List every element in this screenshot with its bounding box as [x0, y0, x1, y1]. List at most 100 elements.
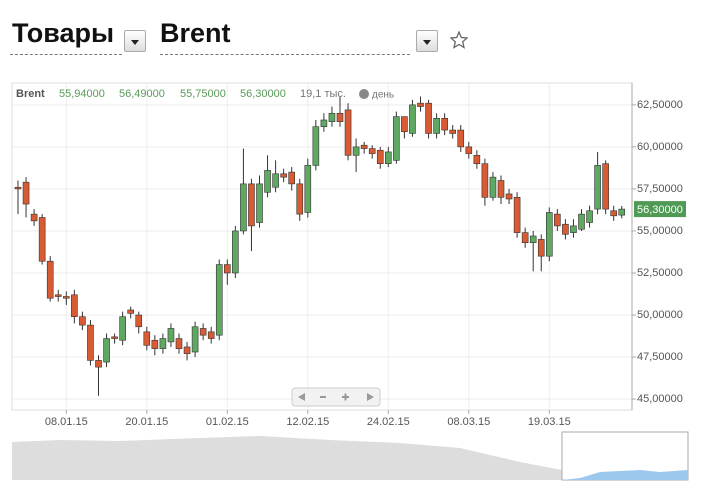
candle-body [417, 102, 424, 107]
x-tick-label: 08.01.15 [45, 416, 88, 428]
clock-icon [359, 89, 369, 99]
navigator [12, 431, 689, 481]
scroll-right[interactable] [367, 393, 374, 401]
candle-body [87, 324, 94, 361]
candle-body [151, 339, 159, 349]
navigator-selection [562, 470, 688, 480]
candle-body [320, 119, 328, 128]
quote-open: 55,94000 [59, 88, 105, 100]
candle-body [360, 144, 368, 149]
x-tick-label: 24.02.15 [367, 416, 410, 428]
candle-body [433, 118, 440, 134]
candle-body [393, 116, 400, 161]
zoom-in[interactable] [342, 393, 349, 401]
candle-body [610, 210, 618, 217]
candle-body [46, 260, 54, 299]
last-price-tag [634, 201, 686, 218]
candle-body [513, 197, 521, 233]
scroll-bar [291, 387, 381, 407]
x-tick-label: 08.03.15 [447, 416, 490, 428]
candle-body [14, 186, 22, 190]
candle-body [457, 129, 465, 148]
candle-body [62, 296, 70, 299]
candle-body [344, 109, 352, 156]
navigator-area [12, 436, 562, 480]
candle-body [248, 183, 255, 227]
favorite-star[interactable] [450, 31, 468, 49]
y-tick-label: 55,00000 [637, 225, 683, 237]
candle-body [127, 309, 134, 314]
candle-body [304, 165, 312, 213]
info-line: Brent 55,94000 56,49000 55,75000 56,3000… [16, 88, 394, 101]
quote-symbol: Brent [16, 88, 45, 100]
candle-body [119, 316, 126, 341]
candle-body [79, 316, 86, 326]
underline [10, 54, 122, 55]
candle-body [207, 331, 215, 339]
candle-body [368, 148, 376, 154]
candle-body [562, 223, 569, 235]
candle-body [554, 213, 561, 227]
candle-body [489, 176, 497, 198]
candle-body [183, 346, 191, 354]
candle-body [384, 151, 392, 164]
candle-body [409, 104, 416, 134]
candle-body [328, 112, 336, 122]
candle-body [71, 294, 78, 317]
candle-body [240, 183, 247, 232]
candle-body [578, 213, 585, 230]
instrument-title: Brent [160, 18, 231, 48]
section-dropdown[interactable] [124, 30, 146, 52]
candle-body [288, 171, 296, 185]
candle-body [54, 294, 62, 297]
candle-body [224, 264, 231, 274]
candle-body [441, 118, 448, 131]
candle-body [215, 264, 223, 336]
candle-body [167, 328, 175, 343]
quote-high: 56,49000 [119, 88, 165, 100]
candle-body [521, 232, 529, 244]
candle-body [199, 328, 207, 336]
quote-low: 55,75000 [180, 88, 226, 100]
candle-body [30, 213, 38, 222]
candle-body [537, 239, 545, 257]
candle-body [159, 338, 167, 349]
candle-body [38, 217, 46, 262]
plot-frame [11, 82, 633, 411]
scroll-buttons [291, 387, 381, 407]
plot [12, 83, 686, 414]
candle-body [22, 181, 30, 205]
instrument-dropdown[interactable] [416, 30, 438, 52]
y-tick-label: 47,50000 [637, 351, 683, 363]
candle-body [280, 173, 287, 178]
candle-body [465, 146, 473, 154]
candle-body [586, 210, 593, 223]
x-tick-label: 19.03.15 [528, 416, 571, 428]
last-price-label: 56,30000 [637, 204, 683, 216]
candle-body [191, 326, 199, 353]
candle-body [376, 149, 384, 164]
scroll-left[interactable] [298, 393, 305, 401]
y-tick-label: 60,00000 [637, 141, 683, 153]
candle-body [497, 180, 505, 198]
x-tick-label: 01.02.15 [206, 416, 249, 428]
candle-body [135, 314, 143, 328]
x-tick-label: 12.02.15 [286, 416, 329, 428]
candle-body [232, 230, 239, 274]
section-title: Товары [12, 18, 115, 48]
candle-body [570, 225, 577, 233]
candle-body [618, 208, 626, 216]
y-tick-label: 50,00000 [637, 309, 683, 321]
zoom-out[interactable] [320, 396, 326, 398]
candle-body [505, 193, 513, 200]
candle-body [602, 163, 609, 210]
candle-body [352, 146, 360, 156]
candle-body [594, 165, 601, 210]
candle-body [296, 183, 304, 215]
candle-body [449, 129, 457, 134]
candle-body [256, 183, 263, 223]
candle-body [481, 163, 489, 198]
candle-body [175, 338, 183, 349]
candle-body [336, 112, 344, 122]
